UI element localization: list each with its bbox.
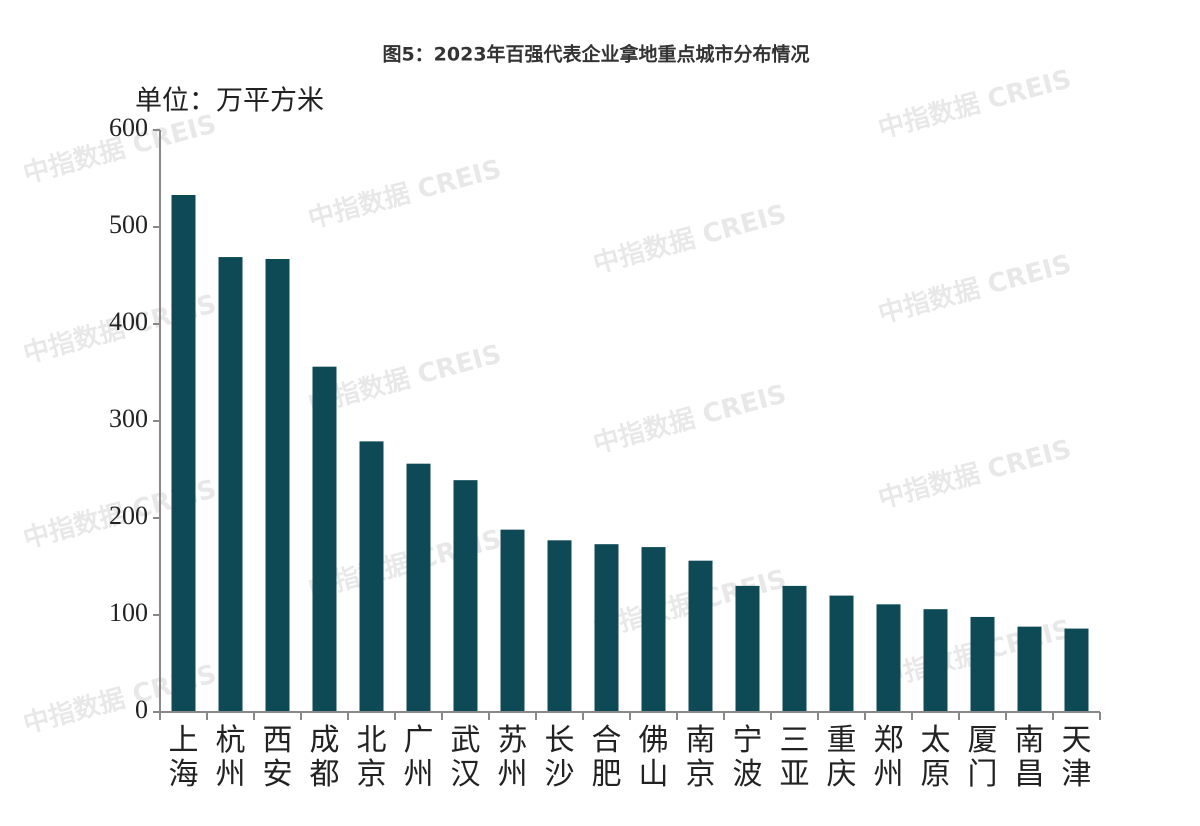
bar [547,540,572,712]
x-tick-label: 太原 [920,723,951,792]
bar [594,544,619,712]
x-tick-label: 南京 [685,723,716,792]
x-tick-label: 北京 [356,723,387,792]
watermark: 中指数据 CREIS [590,379,789,459]
watermark: 中指数据 CREIS [875,64,1074,144]
bar [359,441,384,712]
bar [970,616,995,712]
x-tick-label: 天津 [1061,723,1092,792]
watermark: 中指数据 CREIS [305,154,504,234]
x-tick-label: 合肥 [591,723,622,792]
bar [1017,626,1042,712]
bar [641,547,666,712]
chart-title: 图5：2023年百强代表企业拿地重点城市分布情况 [382,43,809,66]
bar [829,595,854,712]
bar [312,366,337,712]
x-tick-label: 南昌 [1014,723,1045,792]
bar [876,604,901,712]
y-tick-label: 300 [109,404,148,433]
bar [406,463,431,712]
x-tick-label: 三亚 [779,723,810,792]
y-tick-label: 100 [109,598,148,627]
y-tick-label: 0 [135,695,148,724]
bar [171,194,196,713]
bar [500,529,525,712]
y-tick-label: 500 [109,210,148,239]
watermark: 中指数据 CREIS [875,249,1074,329]
y-tick-label: 200 [109,501,148,530]
x-tick-label: 广州 [403,723,434,792]
x-tick-label: 上海 [168,723,199,792]
bar [218,257,243,712]
bar [265,259,290,712]
x-tick-label: 西安 [262,723,293,792]
x-tick-label: 成都 [309,723,340,792]
x-tick-label: 武汉 [450,723,481,792]
y-tick-label: 600 [109,113,148,142]
bar [735,585,760,712]
bar [923,609,948,712]
y-axis-label: 单位：万平方米 [135,86,324,117]
bar [1064,628,1089,712]
x-tick-label: 郑州 [873,723,904,792]
x-tick-label: 厦门 [967,723,998,792]
x-tick-label: 宁波 [732,723,763,792]
x-tick-label: 杭州 [215,723,246,792]
y-tick-label: 400 [109,307,148,336]
x-tick-label: 重庆 [826,723,857,792]
x-tick-label: 佛山 [638,723,669,792]
bar [453,480,478,712]
watermark: 中指数据 CREIS [590,199,789,279]
x-tick-label: 长沙 [544,723,575,792]
bar [782,585,807,712]
x-tick-label: 苏州 [497,723,528,792]
bar [688,560,713,712]
watermark: 中指数据 CREIS [875,434,1074,514]
